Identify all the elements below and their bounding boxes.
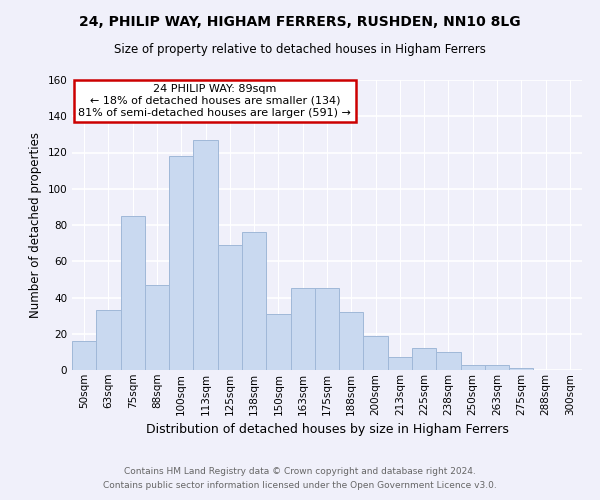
Bar (193, 140, 218, 370)
Text: Contains public sector information licensed under the Open Government Licence v3: Contains public sector information licen… (103, 481, 497, 490)
Bar (485, 364, 509, 370)
Bar (509, 368, 533, 370)
Text: Size of property relative to detached houses in Higham Ferrers: Size of property relative to detached ho… (114, 42, 486, 56)
Bar (145, 285, 169, 370)
X-axis label: Distribution of detached houses by size in Higham Ferrers: Distribution of detached houses by size … (146, 423, 508, 436)
Bar (169, 156, 193, 370)
Bar (339, 312, 364, 370)
Text: Contains HM Land Registry data © Crown copyright and database right 2024.: Contains HM Land Registry data © Crown c… (124, 467, 476, 476)
Bar (96, 310, 121, 370)
Bar (72, 341, 96, 370)
Bar (388, 358, 412, 370)
Bar (121, 216, 145, 370)
Bar (461, 364, 485, 370)
Bar (364, 336, 388, 370)
Bar (218, 245, 242, 370)
Bar (315, 288, 339, 370)
Bar (290, 288, 315, 370)
Bar (412, 348, 436, 370)
Bar (266, 314, 290, 370)
Text: 24, PHILIP WAY, HIGHAM FERRERS, RUSHDEN, NN10 8LG: 24, PHILIP WAY, HIGHAM FERRERS, RUSHDEN,… (79, 15, 521, 29)
Text: 24 PHILIP WAY: 89sqm
← 18% of detached houses are smaller (134)
81% of semi-deta: 24 PHILIP WAY: 89sqm ← 18% of detached h… (79, 84, 351, 117)
Bar (436, 352, 461, 370)
Bar (242, 232, 266, 370)
Y-axis label: Number of detached properties: Number of detached properties (29, 132, 42, 318)
